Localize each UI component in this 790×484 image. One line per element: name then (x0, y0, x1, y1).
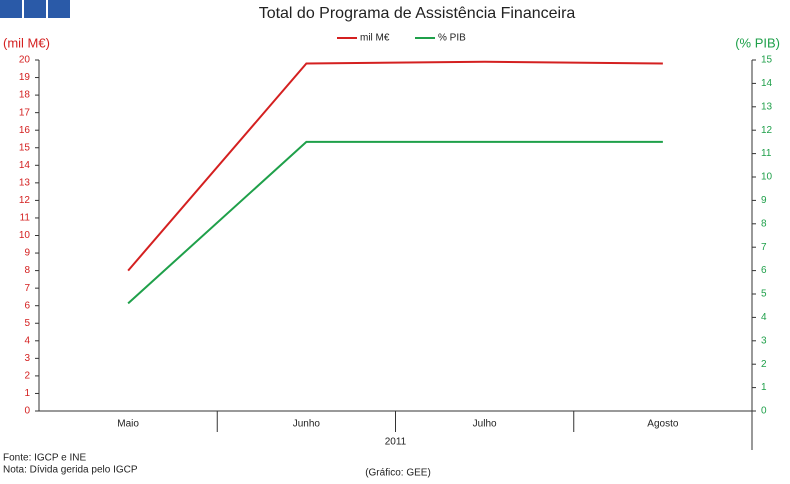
y2-axis-label: (% PIB) (735, 35, 780, 50)
y-tick-label: 1 (24, 388, 30, 399)
credit: (Gráfico: GEE) (365, 468, 431, 479)
x-tick-label: Maio (117, 419, 139, 430)
y-tick-label: 4 (24, 335, 30, 346)
x-tick-label: Julho (473, 419, 497, 430)
y-tick-label: 20 (19, 55, 31, 66)
chart-title: Total do Programa de Assistência Finance… (259, 5, 576, 22)
y2-tick-label: 6 (761, 265, 767, 276)
y-tick-label: 9 (24, 248, 30, 259)
y-tick-label: 10 (19, 230, 31, 241)
series-line (127, 140, 663, 305)
y-tick-label: 7 (24, 283, 30, 294)
logo-block (24, 0, 46, 18)
legend-label: % PIB (438, 33, 466, 44)
y2-tick-label: 9 (761, 195, 767, 206)
y-tick-label: 19 (19, 72, 31, 83)
y2-tick-label: 8 (761, 218, 767, 229)
y-axis-label: (mil M€) (3, 35, 50, 50)
y2-tick-label: 1 (761, 382, 767, 393)
y2-tick-label: 4 (761, 312, 767, 323)
y-tick-label: 3 (24, 353, 30, 364)
y2-tick-label: 13 (761, 101, 773, 112)
y2-tick-label: 3 (761, 335, 767, 346)
y2-tick-label: 2 (761, 359, 767, 370)
y-tick-label: 18 (19, 90, 31, 101)
y-tick-label: 16 (19, 125, 31, 136)
y-tick-label: 6 (24, 300, 30, 311)
y-tick-label: 15 (19, 142, 31, 153)
x-tick-label: Junho (293, 419, 321, 430)
y2-tick-label: 15 (761, 55, 773, 66)
category-group-label: 2011 (385, 437, 407, 448)
legend-label: mil M€ (360, 33, 390, 44)
source: Fonte: IGCP e INE (3, 453, 87, 464)
series-line (127, 60, 663, 272)
y2-tick-label: 10 (761, 172, 773, 183)
note: Nota: Dívida gerida pelo IGCP (3, 465, 138, 476)
y-tick-label: 2 (24, 371, 30, 382)
y-tick-label: 13 (19, 177, 31, 188)
y-tick-label: 14 (19, 160, 31, 171)
y2-tick-label: 11 (761, 148, 772, 159)
y-tick-label: 12 (19, 195, 31, 206)
x-tick-label: Agosto (647, 419, 679, 430)
y-tick-label: 0 (24, 406, 30, 417)
y-tick-label: 8 (24, 265, 30, 276)
y-tick-label: 17 (19, 107, 31, 118)
logo-block (48, 0, 70, 18)
y-tick-label: 5 (24, 318, 30, 329)
y2-tick-label: 7 (761, 242, 767, 253)
y-tick-label: 11 (20, 213, 31, 224)
y2-tick-label: 12 (761, 125, 773, 136)
y2-tick-label: 0 (761, 406, 767, 417)
y2-tick-label: 14 (761, 78, 773, 89)
y2-tick-label: 5 (761, 289, 767, 300)
logo-block (0, 0, 22, 18)
